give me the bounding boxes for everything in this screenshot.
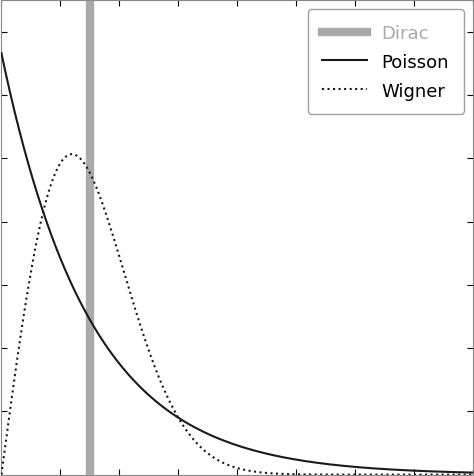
- Legend: Dirac, Poisson, Wigner: Dirac, Poisson, Wigner: [308, 10, 464, 115]
